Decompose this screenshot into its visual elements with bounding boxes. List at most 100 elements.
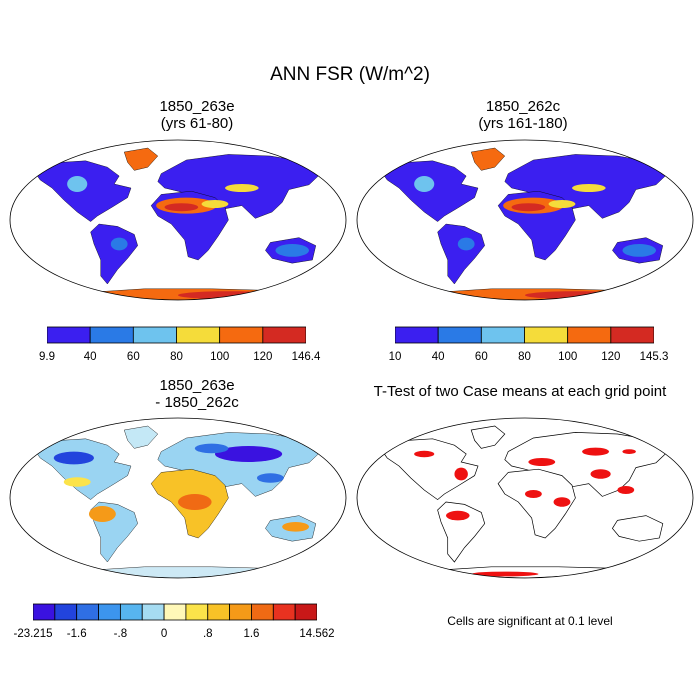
colorbar-tick-label: 80 — [170, 351, 183, 363]
panel1-map — [8, 138, 348, 307]
panel2-title: 1850_262c (yrs 161-180) — [373, 98, 673, 132]
map-field-patch — [63, 477, 91, 487]
map-field-patch — [110, 237, 128, 251]
colorbar-swatch — [262, 326, 307, 344]
panel2-title-line1: 1850_262c — [485, 98, 561, 115]
colorbar-swatch — [207, 603, 231, 621]
colorbar-tick-label: 10 — [388, 351, 402, 363]
map-field-patch — [275, 244, 310, 257]
panel1-colorbar: 9.9 40 60 80 100 120 146.4 — [39, 326, 320, 363]
map-field-patch — [457, 237, 475, 251]
colorbar-tick-label: 146.4 — [291, 351, 321, 363]
colorbar-swatch — [119, 603, 143, 621]
colorbar-swatch — [229, 603, 252, 621]
colorbar-tick-label: 60 — [126, 351, 140, 363]
colorbar-tick-label: .8 — [202, 628, 213, 640]
map-field-patch — [590, 469, 611, 479]
panel1-title: 1850_263e (yrs 61-80) — [47, 98, 347, 132]
panel2-colorbar: 10 40 60 80 100 120 145.3 — [389, 326, 668, 363]
panel1-title-line2: (yrs 61-80) — [160, 115, 234, 132]
colorbar-tick-label: 100 — [558, 351, 578, 363]
colorbar-swatch — [437, 326, 482, 344]
colorbar-swatch — [610, 326, 655, 344]
map-field-patch — [511, 203, 546, 212]
colorbar-swatch — [251, 603, 274, 621]
map-field-patch — [572, 184, 606, 192]
colorbar-tick-label: -23.215 — [13, 628, 53, 640]
continent-southAmerica — [437, 223, 485, 285]
colorbar-tick-label: 14.562 — [299, 628, 335, 640]
map-field-patch — [617, 486, 635, 494]
map-field-patch — [454, 467, 468, 481]
colorbar-swatch — [524, 326, 569, 344]
map-field-patch — [525, 291, 626, 300]
colorbar-swatch — [54, 603, 78, 621]
colorbar-tick-label: 120 — [601, 351, 621, 363]
map-field-patch — [528, 458, 556, 466]
continent-greenland — [123, 147, 159, 171]
panel3-title-line1: 1850_263e — [159, 377, 235, 394]
map-field-patch — [582, 447, 609, 456]
continent-australia — [611, 515, 664, 542]
continent-northAmerica — [380, 160, 479, 222]
panel3-title-line2: - 1850_262c — [155, 394, 239, 411]
panel3-map — [8, 416, 348, 585]
map-field-patch — [214, 446, 283, 462]
map-field-patch — [553, 497, 571, 507]
colorbar-tick-label: 40 — [431, 351, 445, 363]
map-field-patch — [414, 176, 435, 192]
map-field-patch — [548, 200, 576, 208]
map-border — [9, 417, 347, 579]
figure-title: ANN FSR (W/m^2) — [270, 64, 430, 85]
map-field-patch — [225, 184, 259, 192]
map-field-patch — [164, 203, 199, 212]
map-field-patch — [622, 449, 636, 454]
map-field-patch — [178, 291, 279, 300]
continent-greenland — [470, 147, 506, 171]
colorbar-tick-label: 40 — [83, 351, 97, 363]
panel4-title-line1: T-Test of two Case means at each grid po… — [373, 383, 667, 400]
colorbar-swatch — [480, 326, 525, 344]
colorbar-tick-label: -.8 — [113, 628, 128, 640]
map-field-patch — [67, 176, 88, 192]
continent-greenland — [123, 425, 159, 449]
map-field-patch — [201, 200, 229, 208]
continent-greenland — [470, 425, 506, 449]
ttest-note: Cells are significant at 0.1 level — [447, 614, 613, 628]
colorbar-swatch — [32, 603, 56, 621]
colorbar-swatch — [76, 603, 99, 621]
continent-northAmerica — [379, 438, 479, 501]
continent-antarctica — [420, 566, 647, 578]
colorbar-tick-label: 9.9 — [39, 351, 55, 363]
map-field-patch — [282, 522, 310, 532]
colorbar-swatch — [185, 603, 209, 621]
map-field-patch — [194, 443, 229, 454]
colorbar-tick-label: 1.6 — [243, 628, 260, 640]
map-field-patch — [414, 450, 435, 458]
map-field-patch — [471, 571, 539, 577]
panel3-colorbar: -23.215 -1.6 -.8 0 .8 1.6 14.562 — [13, 603, 335, 640]
colorbar-swatch — [567, 326, 612, 344]
colorbar-tick-label: -1.6 — [66, 628, 87, 640]
continent-africa — [497, 468, 576, 539]
map-border — [356, 417, 694, 579]
continent-southAmerica — [90, 223, 138, 285]
map-field-patch — [446, 510, 470, 521]
colorbar-tick-label: 100 — [210, 351, 230, 363]
colorbar-tick-label: 145.3 — [639, 351, 669, 363]
map-field-patch — [525, 490, 542, 498]
colorbar-swatch — [141, 603, 165, 621]
map-field-patch — [53, 451, 94, 465]
continent-northAmerica — [33, 438, 132, 500]
colorbar-swatch — [89, 326, 134, 344]
colorbar-swatch — [98, 603, 121, 621]
continent-antarctica — [73, 566, 300, 578]
colorbar-swatch — [163, 603, 187, 621]
colorbar-swatch — [272, 603, 296, 621]
map-border — [356, 139, 694, 301]
map-field-patch — [88, 506, 116, 522]
panel2-title-line2: (yrs 161-180) — [478, 115, 568, 132]
colorbar-tick-label: 60 — [474, 351, 488, 363]
colorbar-swatch — [176, 326, 221, 344]
panel4-title: T-Test of two Case means at each grid po… — [340, 383, 700, 400]
